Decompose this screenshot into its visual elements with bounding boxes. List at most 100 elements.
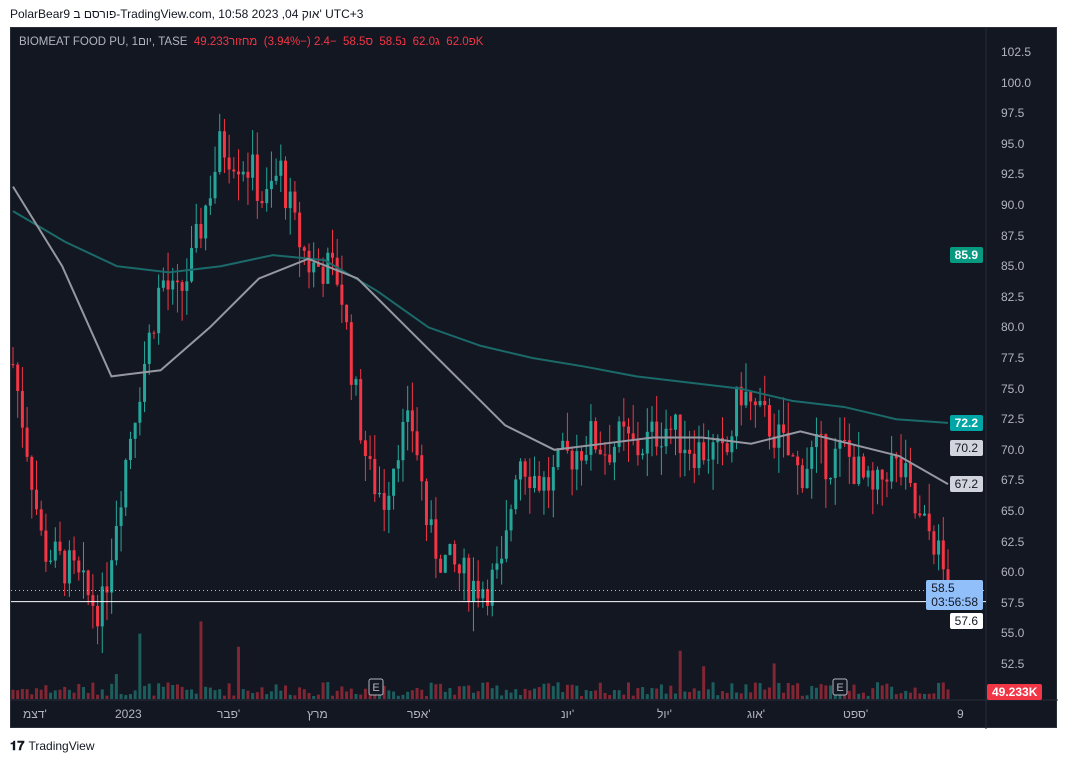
candle-body [523,461,527,477]
candle-body [354,379,358,385]
candle-body [838,440,842,449]
price-tick: 80.0 [1001,320,1025,335]
candle-body [39,509,43,531]
candle-body [410,410,414,432]
candle-body [128,438,132,461]
candle-body [904,463,908,478]
volume-bar [30,694,34,699]
candle-body [53,541,57,561]
candle-body [260,200,264,204]
volume-bar [908,692,912,699]
volume-bar [124,695,128,699]
price-tick: 92.5 [1001,167,1025,182]
candle-body [725,443,729,453]
volume-bar [194,693,198,699]
volume-bar [852,684,856,699]
candle-body [908,463,912,484]
candle-body [241,171,245,175]
candle-body [457,564,461,574]
candle-body [861,456,865,478]
candle-body [871,470,875,490]
candle-body [697,442,701,469]
price-tick: 72.5 [1001,412,1025,427]
volume-bar [636,688,640,699]
candle-body [110,560,114,593]
candle-body [847,440,851,457]
candle-body [321,266,325,284]
volume-bar [307,692,311,699]
volume-bar [720,691,724,699]
volume-bar [302,689,306,699]
volume-bar [161,686,165,699]
volume-bar [688,692,692,699]
volume-bar [782,692,786,699]
price-tick: 55.0 [1001,626,1025,641]
volume-bar [847,690,851,699]
ma-slow-line [12,210,949,424]
candle-body [63,550,67,584]
earnings-label: E [372,682,379,694]
volume-bar [514,689,518,699]
candle-body [105,586,109,593]
candle-body [941,540,945,570]
candle-body [528,476,532,489]
volume-bar [711,682,715,699]
candle-body [495,563,499,570]
symbol-name[interactable]: BIOMEAT FOOD PU, 1יום, TASE [19,36,188,48]
candle-body [34,489,38,510]
volume-bar [753,682,757,699]
earnings-label: E [836,682,843,694]
volume-bar [157,683,161,699]
candle-body [100,586,104,627]
volume-bar [326,682,330,699]
candle-body [218,131,222,172]
volume-bar [443,691,447,699]
candle-body [185,281,189,291]
candle-body [298,212,302,248]
price-tick: 85.0 [1001,259,1025,274]
candle-body [796,456,800,466]
volume-bar [448,688,452,699]
candle-body [138,401,142,423]
candle-body [81,570,85,573]
candle-body [659,446,663,448]
volume-bar [39,689,43,699]
price-tick: 62.5 [1001,534,1025,549]
candle-body [175,280,179,283]
volume-bar [805,695,809,699]
volume-bar [67,689,71,699]
volume-bar [392,691,396,699]
volume-bar [683,691,687,699]
ma-fast-line [12,186,949,485]
footer: 𝟏𝟕 TradingView [10,738,95,754]
candle-body [913,483,917,514]
volume-bar [791,685,795,699]
volume-bar [128,694,132,699]
candle-body [377,492,381,495]
volume-bar [861,692,865,699]
volume-bar [420,689,424,699]
candle-body [307,250,311,273]
volume-bar [594,690,598,699]
volume-bar [570,684,574,699]
candle-body [782,424,786,433]
candle-body [758,400,762,406]
volume-bar [608,695,612,699]
open-value: פ62.0 [446,36,476,48]
price-tick: 70.0 [1001,442,1025,457]
candle-body [279,160,283,176]
candle-body [284,160,288,209]
candle-body [269,180,273,190]
volume-bar [237,646,241,699]
candle-body [556,448,560,468]
candle-body [462,557,466,574]
price-tick: 95.0 [1001,136,1025,151]
candle-body [91,595,95,606]
candle-body [143,363,147,402]
volume-bar [476,691,480,699]
volume-bar [829,685,833,699]
candle-body [288,191,292,209]
candle-body [490,569,494,606]
